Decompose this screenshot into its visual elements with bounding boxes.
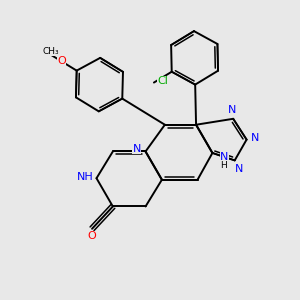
Text: O: O bbox=[57, 56, 66, 66]
Text: N: N bbox=[227, 106, 236, 116]
Text: Cl: Cl bbox=[158, 76, 168, 86]
Text: N: N bbox=[235, 164, 243, 174]
Text: N: N bbox=[220, 152, 229, 162]
Text: NH: NH bbox=[77, 172, 94, 182]
Text: CH₃: CH₃ bbox=[42, 47, 59, 56]
Text: N: N bbox=[132, 143, 141, 154]
Text: N: N bbox=[251, 133, 260, 143]
Text: H: H bbox=[220, 161, 227, 170]
Text: O: O bbox=[88, 231, 96, 241]
